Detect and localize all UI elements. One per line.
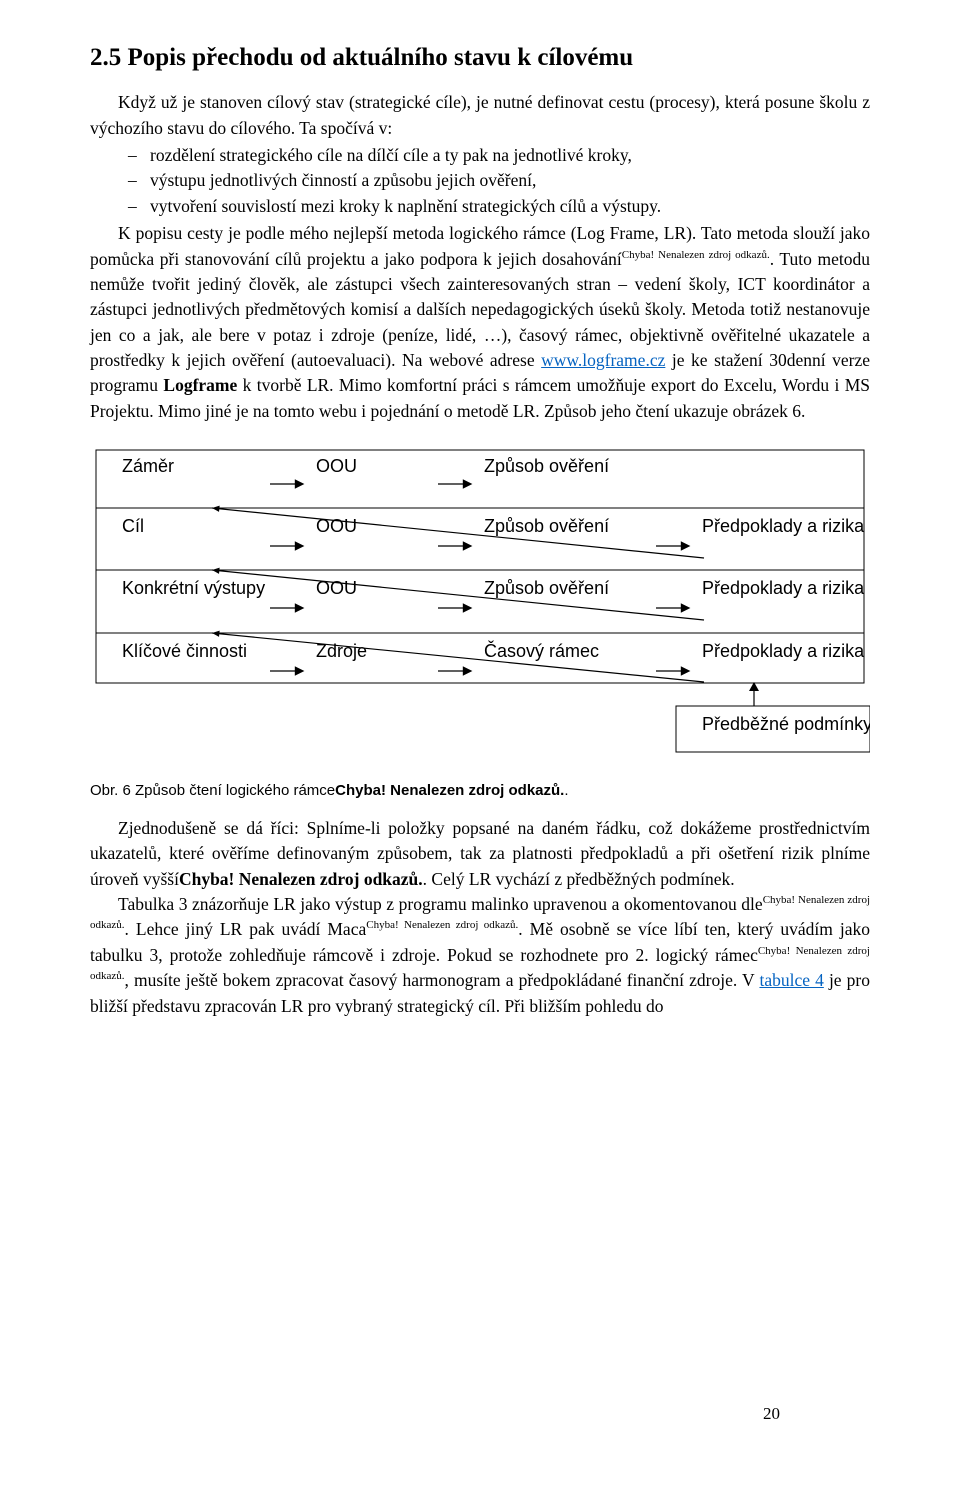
svg-text:Konkrétní výstupy: Konkrétní výstupy [122,578,265,598]
list-item: rozdělení strategického cíle na dílčí cí… [128,143,870,168]
program-name: Logframe [163,375,237,395]
page-number: 20 [763,1402,780,1427]
body-text: K popisu cesty je podle mého nejlepší me… [90,223,870,268]
figure-caption: Obr. 6 Způsob čtení logického rámceChyba… [90,780,870,802]
diagram-svg: ZáměrOOUZpůsob ověřeníCílOOUZpůsob ověře… [90,438,870,768]
svg-text:Předpoklady a rizika: Předpoklady a rizika [702,641,865,661]
intro-paragraph: Když už je stanoven cílový stav (strateg… [90,90,870,141]
svg-text:Klíčové činnosti: Klíčové činnosti [122,641,247,661]
svg-text:Způsob ověření: Způsob ověření [484,578,609,598]
body-text: , musíte ještě bokem zpracovat časový ha… [125,970,760,990]
caption-text: Obr. 6 Způsob čtení logického rámce [90,782,335,799]
svg-text:Předpoklady a rizika: Předpoklady a rizika [702,578,865,598]
svg-text:Způsob ověření: Způsob ověření [484,516,609,536]
svg-text:Časový rámec: Časový rámec [484,640,599,661]
table4-link[interactable]: tabulce 4 [759,970,823,990]
body-text: . Celý LR vychází z předběžných podmínek… [423,869,735,889]
list-item: vytvoření souvislostí mezi kroky k napln… [128,194,870,219]
logframe-diagram: ZáměrOOUZpůsob ověřeníCílOOUZpůsob ověře… [90,438,870,768]
body-text: Tabulka 3 znázorňuje LR jako výstup z pr… [118,894,763,914]
svg-text:Záměr: Záměr [122,456,174,476]
ref-error-sup: Chyba! Nenalezen zdroj odkazů. [622,249,770,261]
ref-error-sup: Chyba! Nenalezen zdroj odkazů. [366,920,518,932]
svg-text:Předpoklady a rizika: Předpoklady a rizika [702,516,865,536]
body-paragraph-1: K popisu cesty je podle mého nejlepší me… [90,221,870,424]
svg-text:OOU: OOU [316,456,357,476]
body-paragraph-3: Tabulka 3 znázorňuje LR jako výstup z pr… [90,892,870,1019]
bullet-list: rozdělení strategického cíle na dílčí cí… [90,143,870,219]
body-text: . Lehce jiný LR pak uvádí Maca [125,919,367,939]
body-paragraph-2: Zjednodušeně se dá říci: Splníme-li polo… [90,816,870,892]
section-heading: 2.5 Popis přechodu od aktuálního stavu k… [90,40,870,76]
ref-error-bold: Chyba! Nenalezen zdroj odkazů. [179,869,423,889]
list-item: výstupu jednotlivých činností a způsobu … [128,168,870,193]
caption-error: Chyba! Nenalezen zdroj odkazů. [335,782,564,799]
svg-text:Způsob ověření: Způsob ověření [484,456,609,476]
svg-text:Předběžné podmínky: Předběžné podmínky [702,714,870,734]
logframe-link[interactable]: www.logframe.cz [541,350,665,370]
svg-text:Cíl: Cíl [122,516,144,536]
caption-dot: . [564,782,568,799]
